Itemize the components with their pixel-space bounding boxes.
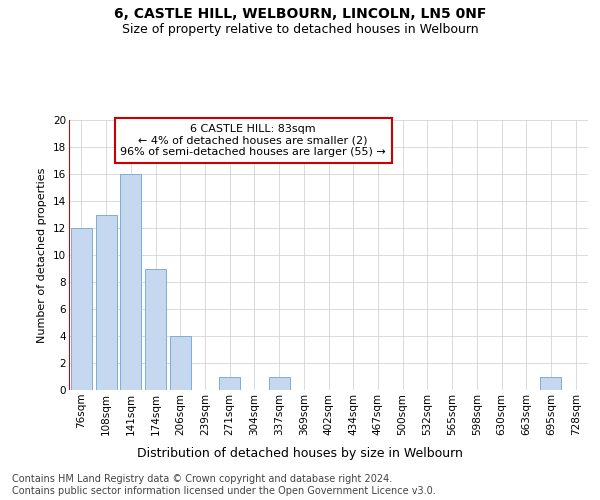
- Text: Size of property relative to detached houses in Welbourn: Size of property relative to detached ho…: [122, 22, 478, 36]
- Text: Contains public sector information licensed under the Open Government Licence v3: Contains public sector information licen…: [12, 486, 436, 496]
- Bar: [170, 336, 191, 390]
- Text: 6, CASTLE HILL, WELBOURN, LINCOLN, LN5 0NF: 6, CASTLE HILL, WELBOURN, LINCOLN, LN5 0…: [114, 8, 486, 22]
- Bar: [219, 376, 240, 390]
- Text: 6 CASTLE HILL: 83sqm
← 4% of detached houses are smaller (2)
96% of semi-detache: 6 CASTLE HILL: 83sqm ← 4% of detached ho…: [121, 124, 386, 157]
- Bar: [269, 376, 290, 390]
- Y-axis label: Number of detached properties: Number of detached properties: [37, 168, 47, 342]
- Text: Contains HM Land Registry data © Crown copyright and database right 2024.: Contains HM Land Registry data © Crown c…: [12, 474, 392, 484]
- Bar: [145, 268, 166, 390]
- Bar: [541, 376, 562, 390]
- Text: Distribution of detached houses by size in Welbourn: Distribution of detached houses by size …: [137, 448, 463, 460]
- Bar: [120, 174, 141, 390]
- Bar: [71, 228, 92, 390]
- Bar: [95, 214, 116, 390]
